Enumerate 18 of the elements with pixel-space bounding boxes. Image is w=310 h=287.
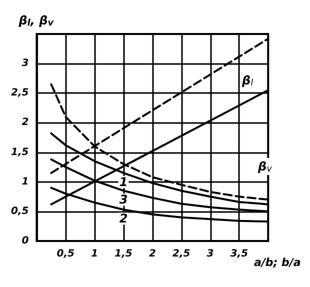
x-tick-label: 2 bbox=[148, 248, 156, 260]
series-label: 1 bbox=[119, 174, 128, 189]
series-label: 2 bbox=[119, 212, 128, 226]
x-tick-label: 0,5 bbox=[56, 248, 75, 260]
series-label: 3 bbox=[119, 192, 128, 207]
x-tick-label: 2,5 bbox=[172, 248, 190, 260]
y-tick-label: 2 bbox=[22, 117, 29, 128]
y-tick-label: 1 bbox=[22, 176, 29, 188]
x-axis-title: a/b; b/a bbox=[254, 256, 301, 269]
x-tick-label: 3 bbox=[206, 248, 214, 260]
x-tick-label: 3,5 bbox=[230, 248, 248, 260]
y-tick-label: 3 bbox=[22, 58, 29, 70]
y-tick-label: 0 bbox=[22, 236, 29, 246]
x-tick-label: 1,5 bbox=[114, 248, 132, 260]
y-tick-label: 1,5 bbox=[10, 146, 29, 158]
y-tick-label: 2,5 bbox=[10, 88, 29, 99]
y-tick-label: 0,5 bbox=[10, 206, 29, 217]
x-tick-label: 1 bbox=[91, 248, 98, 260]
